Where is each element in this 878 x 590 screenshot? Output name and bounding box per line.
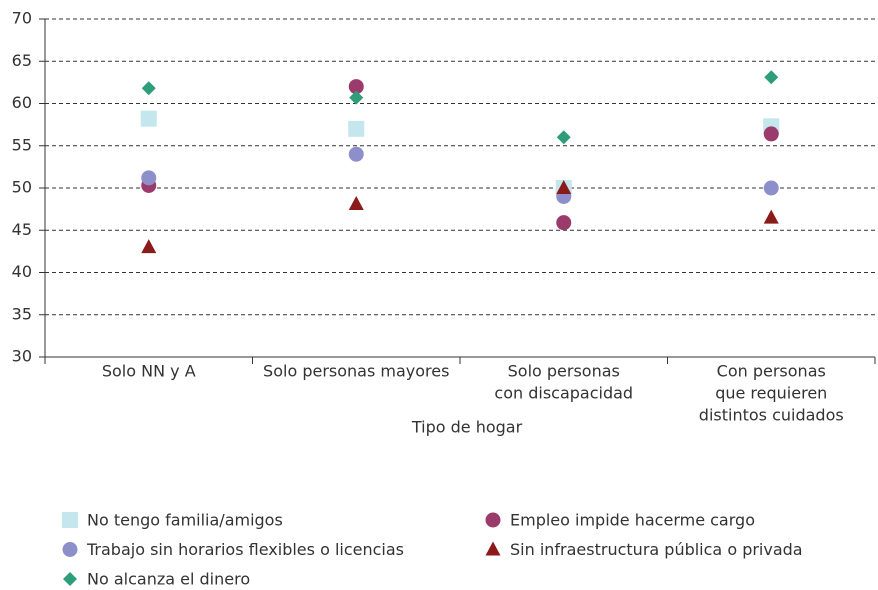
legend-marker (485, 541, 501, 556)
legend-label: No tengo familia/amigos (87, 511, 283, 530)
marker (349, 90, 364, 105)
legend-label: Trabajo sin horarios flexibles o licenci… (86, 540, 404, 559)
y-tick-label: 30 (12, 347, 32, 366)
y-tick-label: 60 (12, 93, 32, 112)
legend-marker (63, 572, 77, 586)
marker (141, 239, 157, 254)
marker (140, 110, 157, 127)
marker (348, 79, 364, 95)
x-tick-label: que requieren (715, 384, 827, 403)
marker (348, 120, 365, 137)
marker (141, 170, 157, 186)
y-tick-label: 50 (12, 178, 32, 197)
y-tick-label: 70 (12, 9, 32, 28)
legend-label: No alcanza el dinero (87, 570, 250, 589)
x-axis-title: Tipo de hogar (411, 418, 523, 437)
marker (556, 215, 572, 231)
legend-label: Empleo impide hacerme cargo (510, 511, 755, 530)
y-tick-label: 65 (12, 51, 32, 70)
marker (763, 126, 779, 142)
marker (763, 180, 779, 196)
y-tick-label: 35 (12, 304, 32, 323)
legend-marker (62, 542, 78, 557)
x-tick-label: Solo personas (508, 362, 620, 381)
marker (141, 81, 156, 96)
marker (348, 196, 364, 211)
y-tick-label: 55 (12, 135, 32, 154)
x-tick-label: Con personas (717, 362, 826, 381)
marker (348, 146, 364, 162)
legend-label: Sin infraestructura pública o privada (510, 540, 803, 559)
x-tick-label: distintos cuidados (699, 406, 844, 425)
marker (556, 180, 572, 194)
y-tick-label: 45 (12, 220, 32, 239)
marker (556, 130, 571, 145)
legend-marker (62, 512, 78, 528)
x-tick-label: Solo NN y A (102, 362, 196, 381)
legend-marker (485, 512, 501, 528)
x-tick-label: Solo personas mayores (263, 362, 449, 381)
marker (763, 209, 779, 224)
marker (764, 70, 779, 85)
x-tick-label: con discapacidad (494, 384, 633, 403)
y-tick-label: 40 (12, 262, 32, 281)
